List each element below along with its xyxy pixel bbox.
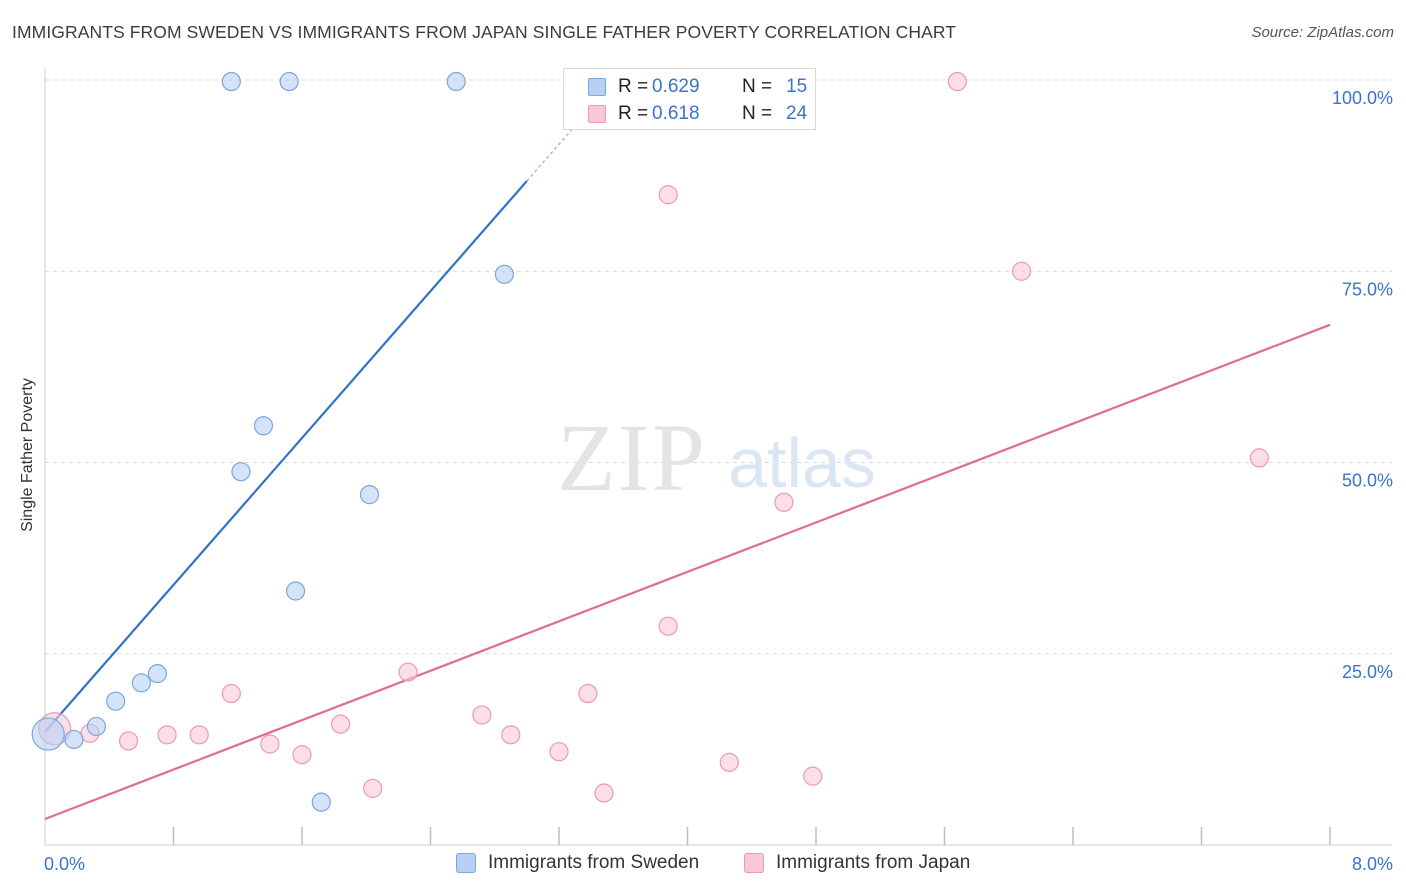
watermark: ZIP atlas [557, 404, 876, 511]
point-sweden [64, 729, 84, 750]
correlation-legend: R = 0.629 N = 15 R = 0.618 N = 24 [563, 68, 816, 130]
legend-swatch-japan [588, 105, 606, 123]
x-tick-label: 8.0% [1352, 854, 1393, 874]
source-note: Source: ZipAtlas.com [1251, 24, 1394, 41]
point-japan [594, 783, 614, 803]
watermark-zip: ZIP [557, 404, 707, 511]
y-tick-label: 75.0% [1342, 279, 1393, 299]
point-japan [363, 778, 383, 798]
legend-row-japan: R = 0.618 N = 24 [564, 100, 807, 128]
data-points [31, 71, 1269, 812]
point-japan [157, 725, 177, 745]
point-sweden [279, 71, 299, 92]
point-japan [330, 714, 351, 734]
point-sweden [221, 71, 241, 92]
point-sweden [359, 485, 380, 505]
trendline-sweden [44, 180, 528, 733]
point-japan [221, 683, 241, 704]
legend-n-value-sweden: 15 [786, 76, 808, 97]
legend-row-sweden: R = 0.629 N = 15 [564, 73, 807, 101]
series-label-sweden: Immigrants from Sweden [488, 852, 700, 873]
tick-labels: 25.0% 50.0% 75.0% 100.0% 0.0% 8.0% [44, 88, 1393, 874]
point-japan [260, 734, 280, 754]
legend-n-label: N = [742, 76, 773, 97]
watermark-atlas: atlas [728, 424, 876, 502]
point-japan [719, 752, 739, 772]
legend-r-value-sweden: 0.629 [652, 76, 700, 97]
legend-n-label: N = [742, 103, 773, 124]
point-sweden [106, 691, 126, 711]
series-swatch-sweden [456, 853, 476, 873]
legend-r-label: R = [618, 103, 649, 124]
trendline-japan [44, 323, 1331, 821]
point-japan [549, 742, 569, 762]
point-japan [947, 71, 967, 92]
point-sweden [131, 673, 151, 693]
y-tick-label: 50.0% [1342, 471, 1393, 491]
legend-n-value-japan: 24 [786, 103, 808, 124]
point-japan [1249, 448, 1269, 468]
point-sweden [231, 462, 251, 482]
point-japan [501, 725, 521, 745]
point-sweden [311, 792, 331, 812]
gridlines [45, 79, 1392, 655]
point-sweden [494, 264, 514, 284]
point-sweden [253, 416, 274, 436]
point-japan [189, 725, 209, 745]
series-legend-sweden[interactable]: Immigrants from Sweden [456, 852, 699, 874]
series-label-japan: Immigrants from Japan [776, 852, 971, 873]
legend-r-label: R = [618, 76, 649, 97]
point-japan [803, 766, 823, 786]
point-sweden [31, 717, 65, 751]
point-japan [472, 705, 492, 725]
point-sweden [86, 716, 107, 737]
point-japan [774, 492, 794, 512]
point-japan [658, 185, 678, 205]
series-legend: Immigrants from Sweden Immigrants from J… [0, 852, 1406, 878]
series-legend-japan[interactable]: Immigrants from Japan [744, 852, 970, 874]
chart-title: IMMIGRANTS FROM SWEDEN VS IMMIGRANTS FRO… [12, 22, 957, 42]
axes [44, 68, 1392, 846]
point-sweden [446, 71, 466, 92]
point-sweden [147, 664, 168, 684]
point-japan [292, 745, 312, 765]
x-tick-label: 0.0% [44, 854, 85, 874]
series-swatch-japan [744, 853, 764, 873]
point-japan [658, 616, 678, 636]
point-japan [1011, 261, 1032, 281]
point-sweden [285, 581, 306, 601]
y-tick-label: 100.0% [1332, 88, 1393, 108]
point-japan [398, 662, 418, 682]
legend-swatch-sweden [588, 78, 606, 96]
y-tick-label: 25.0% [1342, 662, 1393, 682]
point-japan [578, 683, 598, 704]
point-japan [118, 731, 139, 751]
legend-r-value-japan: 0.618 [652, 103, 700, 124]
